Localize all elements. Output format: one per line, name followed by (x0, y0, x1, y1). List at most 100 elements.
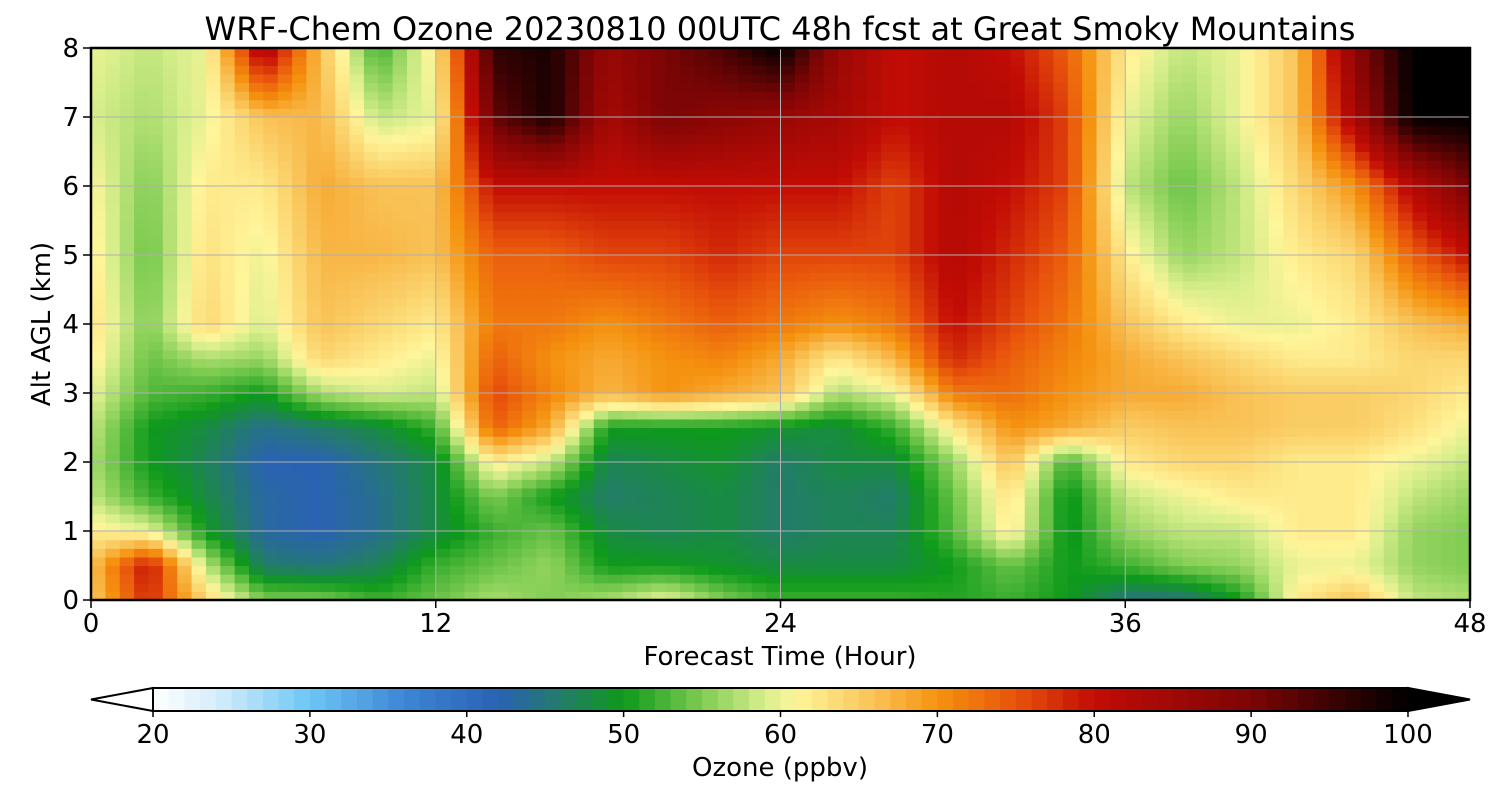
heatmap-cell (536, 186, 552, 196)
heatmap-cell (1398, 237, 1414, 247)
heatmap-cell (1211, 220, 1227, 230)
heatmap-cell (679, 341, 695, 351)
heatmap-cell (162, 211, 178, 222)
heatmap-cell (162, 401, 178, 411)
heatmap-cell (1067, 513, 1083, 523)
heatmap-cell (550, 168, 566, 178)
heatmap-cell (636, 410, 652, 420)
heatmap-cell (1268, 306, 1284, 316)
heatmap-cell (1211, 556, 1227, 567)
heatmap-cell (1268, 332, 1284, 342)
heatmap-cell (306, 186, 322, 196)
heatmap-cell (435, 453, 451, 463)
heatmap-cell (349, 263, 365, 273)
heatmap-cell (1398, 375, 1414, 385)
heatmap-cell (608, 272, 624, 282)
heatmap-cell (608, 375, 624, 385)
heatmap-cell (651, 280, 667, 291)
heatmap-cell (1182, 341, 1198, 351)
heatmap-cell (565, 548, 580, 558)
heatmap-cell (1225, 349, 1241, 360)
heatmap-cell (1426, 306, 1442, 316)
heatmap-cell (435, 505, 451, 515)
heatmap-cell (378, 186, 394, 196)
heatmap-cell (392, 289, 408, 299)
heatmap-cell (1125, 237, 1141, 247)
heatmap-cell (421, 341, 437, 351)
heatmap-cell (1067, 263, 1083, 273)
heatmap-cell (809, 220, 825, 230)
heatmap-cell (1441, 358, 1457, 368)
heatmap-cell (579, 582, 595, 592)
heatmap-cell (1125, 168, 1141, 178)
heatmap-cell (335, 539, 351, 549)
heatmap-cell (550, 194, 566, 204)
heatmap-cell (1053, 229, 1069, 239)
heatmap-cell (1268, 237, 1284, 247)
heatmap-cell (995, 401, 1011, 411)
heatmap-cell (794, 505, 810, 515)
heatmap-cell (277, 401, 293, 411)
heatmap-cell (378, 168, 394, 178)
heatmap-cell (363, 237, 379, 247)
heatmap-cell (1053, 548, 1069, 558)
heatmap-cell (852, 393, 868, 403)
heatmap-cell (1010, 324, 1026, 334)
heatmap-cell (1426, 522, 1442, 532)
heatmap-cell (1369, 263, 1385, 273)
heatmap-cell (809, 186, 825, 196)
heatmap-cell (1139, 582, 1155, 592)
heatmap-cell (464, 306, 480, 316)
heatmap-cell (1268, 522, 1284, 532)
heatmap-cell (363, 306, 379, 316)
heatmap-cell (593, 436, 609, 446)
heatmap-cell (493, 522, 509, 532)
heatmap-cell (162, 470, 178, 480)
heatmap-cell (579, 341, 595, 351)
heatmap-cell (608, 487, 624, 498)
heatmap-cell (1369, 427, 1385, 437)
heatmap-cell (1326, 220, 1342, 230)
heatmap-cell (292, 574, 308, 584)
heatmap-cell (1139, 229, 1155, 239)
heatmap-cell (895, 513, 911, 523)
heatmap-cell (220, 324, 236, 334)
heatmap-cell (205, 522, 221, 532)
heatmap-cell (909, 349, 925, 360)
heatmap-cell (263, 418, 279, 429)
heatmap-cell (622, 211, 638, 222)
heatmap-cell (205, 539, 221, 549)
heatmap-cell (464, 444, 480, 454)
heatmap-cell (536, 418, 552, 429)
heatmap-cell (1082, 556, 1098, 567)
heatmap-cell (249, 332, 264, 342)
heatmap-cell (651, 358, 667, 368)
heatmap-cell (1254, 556, 1270, 567)
heatmap-cell (1125, 487, 1141, 498)
heatmap-cell (162, 358, 178, 368)
heatmap-cell (1355, 487, 1371, 498)
heatmap-cell (363, 470, 379, 480)
heatmap-cell (1010, 531, 1026, 541)
heatmap-cell (1096, 556, 1112, 567)
heatmap-cell (924, 177, 940, 187)
heatmap-cell (766, 194, 782, 204)
heatmap-cell (435, 358, 451, 368)
heatmap-cell (852, 358, 868, 368)
heatmap-cell (177, 470, 193, 480)
heatmap-cell (1024, 522, 1040, 532)
heatmap-cell (924, 496, 940, 506)
heatmap-cell (363, 177, 379, 187)
heatmap-cell (608, 367, 624, 377)
heatmap-cell (191, 436, 207, 446)
heatmap-cell (938, 332, 954, 342)
heatmap-cell (780, 177, 796, 187)
heatmap-cell (895, 306, 911, 316)
heatmap-cell (1010, 470, 1026, 480)
heatmap-cell (981, 186, 997, 196)
heatmap-cell (1168, 487, 1184, 498)
heatmap-cell (277, 211, 293, 222)
heatmap-cell (1398, 427, 1414, 437)
heatmap-cell (91, 306, 106, 316)
heatmap-cell (363, 272, 379, 282)
